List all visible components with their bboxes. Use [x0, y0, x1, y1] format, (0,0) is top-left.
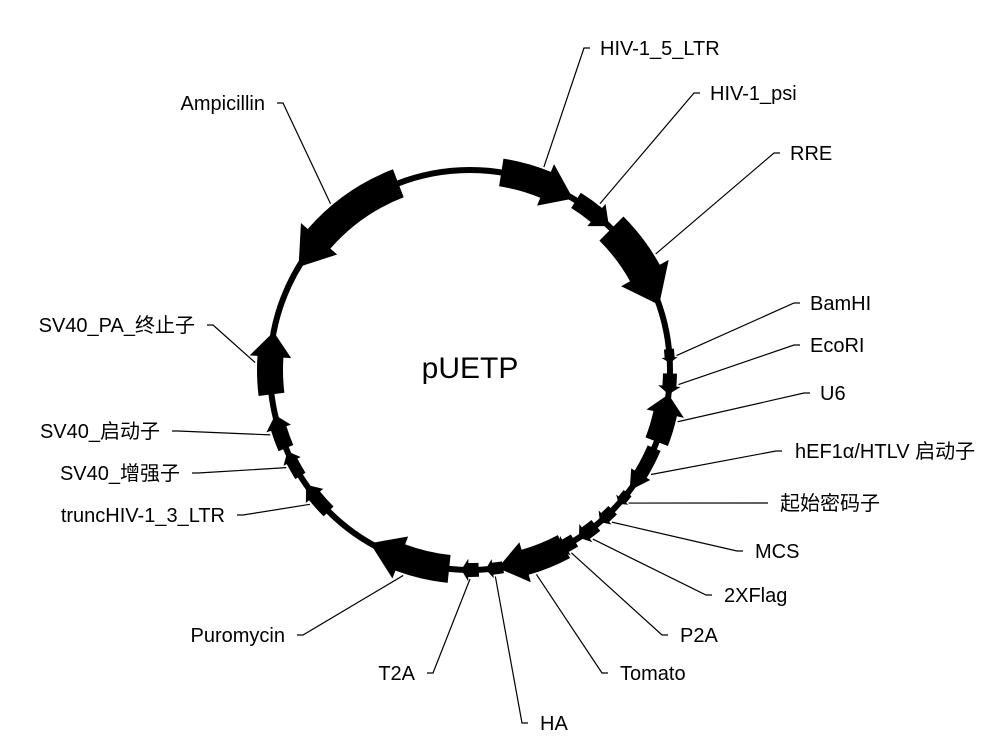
label-sv40_enh: SV40_增强子 [60, 462, 180, 485]
feature-labels: HIV-1_5_LTR HIV-1_psi RRE BamHI EcoRI U6 hEF1α… [39, 38, 976, 735]
label-sv40_prom: SV40_启动子 [40, 420, 160, 443]
feature-ecori [658, 373, 680, 394]
label-puromycin: Puromycin [191, 625, 285, 647]
feature-ha [486, 559, 504, 578]
leader-sv40_enh [192, 468, 286, 473]
label-hef1a: hEF1α/HTLV 启动子 [795, 440, 975, 463]
leader-flag2x [593, 539, 712, 595]
leader-rre [656, 153, 780, 254]
label-trunchiv: truncHIV-1_3_LTR [61, 505, 225, 527]
label-hiv1_psi: HIV-1_psi [710, 83, 797, 105]
label-mcs: MCS [755, 541, 799, 563]
feature-bamhi [662, 349, 678, 363]
feature-sv40_prom [266, 415, 293, 451]
feature-t2a [461, 559, 479, 581]
leader-hiv1_psi [600, 93, 700, 204]
feature-hef1a [630, 445, 661, 490]
plasmid-name: pUETP [422, 352, 519, 385]
leader-trunchiv [237, 504, 310, 515]
leader-sv40_prom [172, 431, 270, 435]
leader-tomato [536, 574, 608, 673]
label-rre: RRE [790, 143, 832, 165]
label-u6: U6 [820, 383, 846, 405]
leader-ha [495, 576, 528, 723]
label-ecori: EcoRI [810, 335, 864, 357]
label-bamhi: BamHI [810, 293, 871, 315]
leader-hef1a [651, 451, 782, 475]
feature-puromycin [370, 536, 451, 582]
plasmid-map: HIV-1_5_LTR HIV-1_psi RRE BamHI EcoRI U6 hEF1α… [0, 0, 1000, 754]
feature-sv40_pa [250, 332, 292, 396]
feature-tomato [498, 535, 570, 582]
feature-u6 [646, 394, 684, 446]
feature-ampicillin [299, 169, 404, 267]
label-p2a: P2A [680, 625, 718, 647]
label-sv40_pa: SV40_PA_终止子 [39, 314, 195, 337]
leader-p2a [571, 553, 668, 635]
label-ha: HA [540, 713, 568, 735]
feature-hiv1_5_ltr [499, 159, 573, 206]
leader-mcs [612, 522, 743, 551]
label-t2a: T2A [378, 663, 415, 685]
leader-bamhi [676, 303, 800, 356]
leader-ecori [678, 345, 800, 385]
leader-sv40_pa [207, 325, 255, 362]
label-tomato: Tomato [620, 663, 686, 685]
leader-u6 [678, 393, 810, 422]
leader-puromycin [297, 575, 403, 635]
leader-ampicillin [277, 103, 331, 204]
label-ampicillin: Ampicillin [181, 93, 265, 115]
label-start_codon: 起始密码子 [780, 492, 880, 515]
leader-hiv1_5_ltr [544, 48, 590, 167]
leader-t2a [427, 579, 470, 673]
label-flag2x: 2XFlag [724, 585, 787, 607]
label-hiv1_5_ltr: HIV-1_5_LTR [600, 38, 720, 60]
